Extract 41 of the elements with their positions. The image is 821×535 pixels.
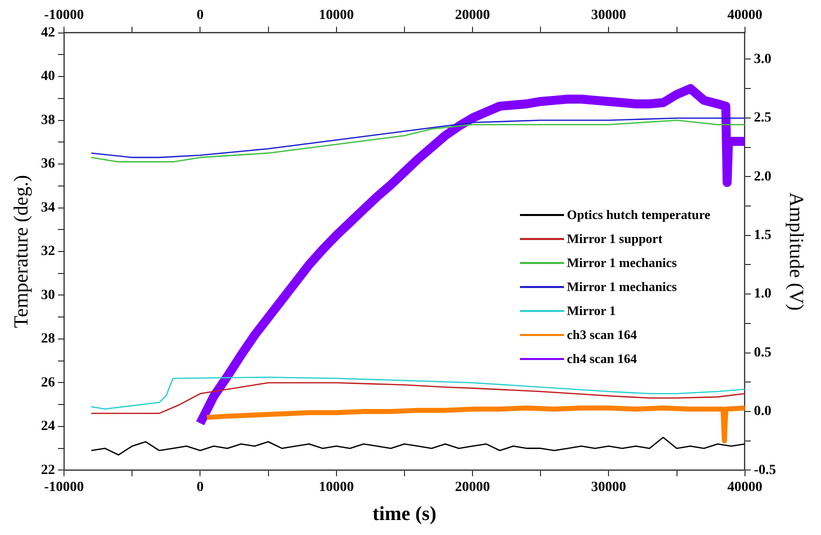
y2-tick-label: 3.0 xyxy=(754,52,772,67)
y-axis-title: Temperature (deg.) xyxy=(10,175,32,328)
x2-tick-label: 30000 xyxy=(591,480,626,496)
legend-label: Mirror 1 mechanics xyxy=(566,254,677,272)
x-tick-label: 40000 xyxy=(727,8,762,24)
x-tick-label: 10000 xyxy=(318,8,354,24)
x2-tick-label: 40000 xyxy=(727,480,762,496)
y2-tick-label: 1.5 xyxy=(754,228,772,243)
y2-tick-label: 2.0 xyxy=(754,169,772,184)
y2-tick-label: -0.5 xyxy=(754,462,776,478)
y-tick-label: 30 xyxy=(41,288,55,303)
y2-tick-label: 0.0 xyxy=(754,404,772,420)
y2-tick-label: 1.0 xyxy=(754,286,772,302)
y-tick-label: 40 xyxy=(41,69,55,84)
legend-label: Mirror 1 mechanics xyxy=(566,278,677,296)
legend-label: Optics hutch temperature xyxy=(566,206,710,224)
x-tick-label: 0 xyxy=(196,8,204,24)
x2-tick-label: 10000 xyxy=(318,480,354,496)
legend-label: ch4 scan 164 xyxy=(566,350,637,368)
x-tick-label: 20000 xyxy=(455,8,490,24)
y-tick-label: 36 xyxy=(41,156,55,172)
x-tick-label: -10000 xyxy=(44,8,84,24)
legend-label: Mirror 1 xyxy=(566,302,616,320)
y-tick-label: 38 xyxy=(41,112,55,128)
x2-tick-label: -10000 xyxy=(44,480,84,496)
y-tick-label: 26 xyxy=(41,375,55,390)
x2-tick-label: 20000 xyxy=(455,480,490,496)
legend-label: Mirror 1 support xyxy=(566,230,662,248)
x-tick-label: 30000 xyxy=(591,8,626,24)
y2-tick-label: 2.5 xyxy=(754,110,772,126)
y-tick-label: 34 xyxy=(41,200,55,216)
y-tick-label: 24 xyxy=(41,419,55,434)
legend-label: ch3 scan 164 xyxy=(566,326,637,344)
y-tick-label: 28 xyxy=(41,332,55,347)
x2-tick-label: 0 xyxy=(196,480,204,496)
y-tick-label: 42 xyxy=(41,25,55,40)
y-tick-label: 22 xyxy=(41,462,55,478)
y2-tick-label: 0.5 xyxy=(754,345,772,360)
y-tick-label: 32 xyxy=(41,244,55,260)
x-axis-title: time (s) xyxy=(372,503,436,526)
y2-axis-title: Amplitude (V) xyxy=(784,192,807,311)
